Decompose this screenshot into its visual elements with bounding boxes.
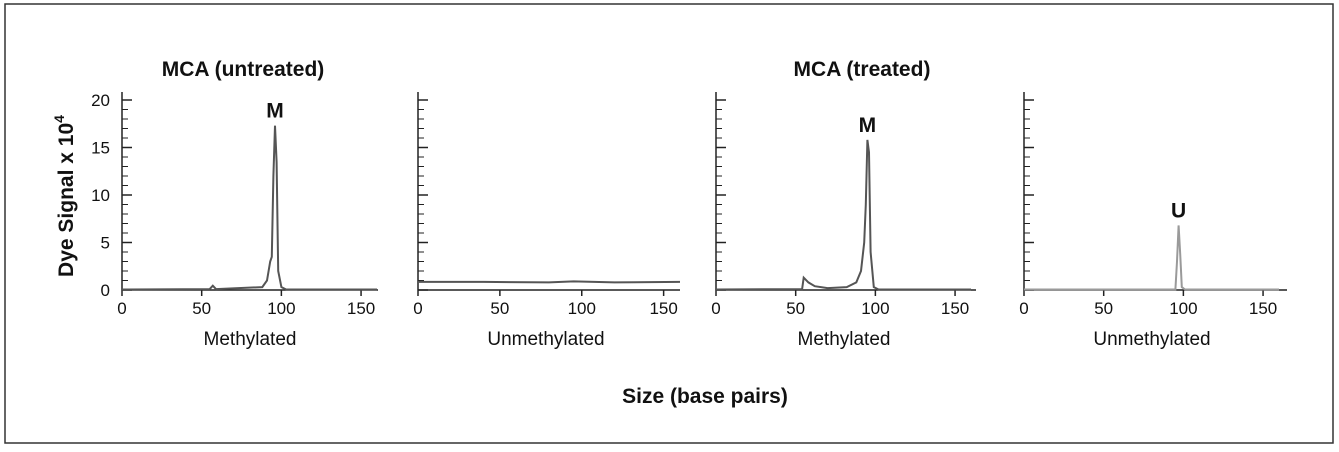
x-tick-label: 150 xyxy=(347,299,375,318)
x-tick-label: 0 xyxy=(711,299,720,318)
x-axis-label: Size (base pairs) xyxy=(622,385,788,408)
panel-x-label: Unmethylated xyxy=(1093,329,1210,350)
group-title-treated: MCA (treated) xyxy=(794,58,931,81)
trace-line xyxy=(121,125,377,291)
x-tick-label: 50 xyxy=(490,299,509,318)
y-tick-label: 5 xyxy=(101,234,110,253)
peak-annotation: U xyxy=(1171,199,1186,222)
panel-4: 0 50 100 150 Unmethylated U xyxy=(1019,92,1287,350)
group-title-untreated: MCA (untreated) xyxy=(162,58,325,81)
trace-line xyxy=(1024,225,1279,291)
panel-x-label: Methylated xyxy=(798,329,891,350)
x-tick-label: 100 xyxy=(568,299,596,318)
figure-border xyxy=(4,3,1334,444)
y-tick-label: 0 xyxy=(101,281,110,300)
y-tick-label: 20 xyxy=(91,91,110,110)
x-tick-label: 0 xyxy=(117,299,126,318)
y-tick-label: 15 xyxy=(91,139,110,158)
x-tick-label: 50 xyxy=(192,299,211,318)
x-tick-label: 150 xyxy=(649,299,677,318)
panel-3: 0 50 100 150 Methylated M xyxy=(711,92,976,350)
panels: 0 5 10 15 20 0 50 100 150 Methylated M 0 50 100 150 Unm… xyxy=(91,91,1287,350)
y-axis-label-exponent: 4 xyxy=(51,115,67,123)
x-tick-label: 100 xyxy=(861,299,889,318)
y-axis-label-main: Dye Signal x 10 xyxy=(55,123,78,277)
x-tick-label: 50 xyxy=(1094,299,1113,318)
x-tick-label: 0 xyxy=(413,299,422,318)
x-tick-label: 0 xyxy=(1019,299,1028,318)
panel-1: 0 5 10 15 20 0 50 100 150 Methylated M xyxy=(91,91,378,350)
panel-x-label: Methylated xyxy=(204,329,297,350)
x-tick-label: 150 xyxy=(941,299,969,318)
x-tick-label: 100 xyxy=(1169,299,1197,318)
x-tick-label: 100 xyxy=(267,299,295,318)
trace-line xyxy=(418,280,681,284)
y-axis-label-text: Dye Signal x 104 xyxy=(51,115,78,277)
x-tick-label: 50 xyxy=(786,299,805,318)
y-tick-label: 10 xyxy=(91,186,110,205)
trace-line xyxy=(715,139,971,291)
panel-2: 0 50 100 150 Unmethylated xyxy=(413,92,681,350)
y-axis-label: Dye Signal x 104 xyxy=(51,115,78,277)
peak-annotation: M xyxy=(859,114,877,137)
x-tick-label: 150 xyxy=(1249,299,1277,318)
peak-annotation: M xyxy=(266,100,284,123)
panel-x-label: Unmethylated xyxy=(487,329,604,350)
